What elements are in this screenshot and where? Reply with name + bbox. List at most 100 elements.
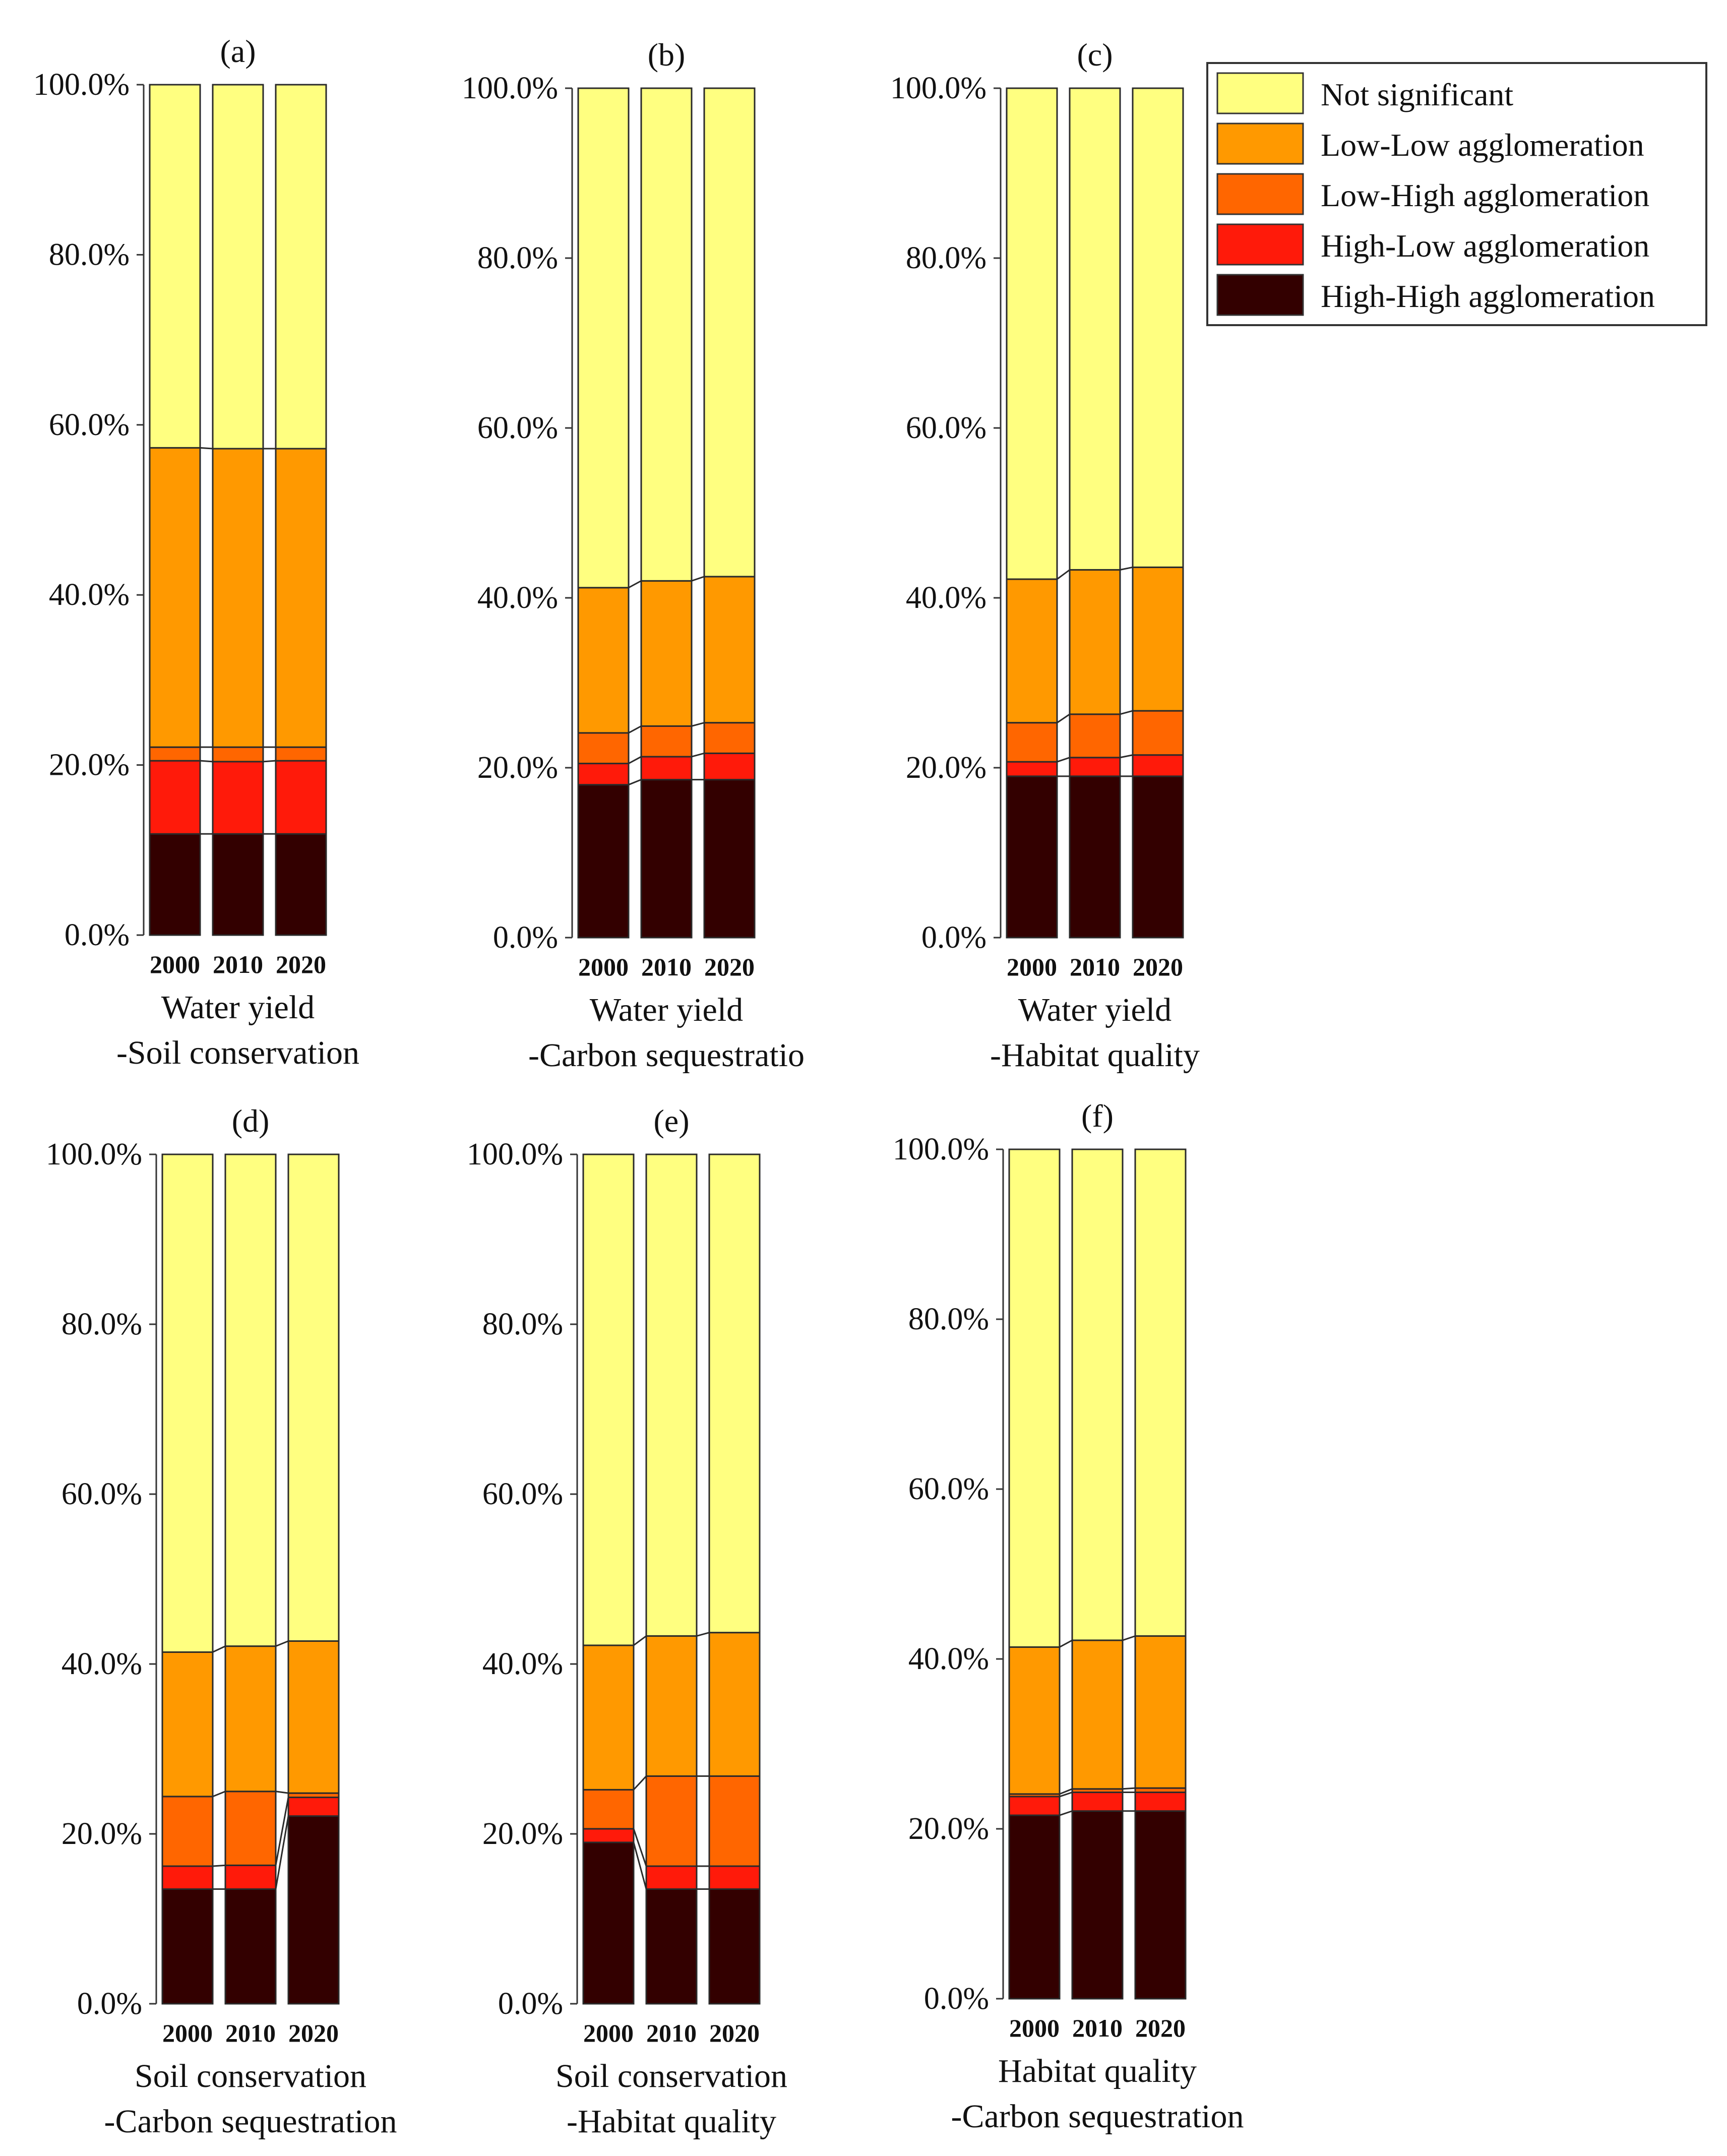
y-tick-label: 80.0% (477, 241, 558, 275)
stack-connector-line (1122, 1635, 1136, 1641)
bar-segment-low-high-agglomeration-2010 (1069, 713, 1121, 759)
y-tick-label: 60.0% (482, 1477, 563, 1511)
x-tick-label-2020: 2020 (288, 2019, 339, 2047)
bar-segment-low-low-agglomeration-2010 (645, 1635, 698, 1777)
stack-connector-line (691, 752, 705, 758)
bar-segment-not-significant-2010 (1071, 1148, 1124, 1641)
legend-swatch-high-low (1216, 223, 1304, 266)
stack-connector-line (1120, 710, 1133, 715)
bar-segment-high-high-agglomeration-2010 (645, 1888, 698, 2005)
stack-connector-line (1057, 569, 1070, 580)
x-tick-label-2020: 2020 (1135, 2014, 1186, 2042)
panel-e: (e) 0.0% 20.0% 40.0% 60.0% 80.0% 100.0% 2000 201… (467, 1103, 787, 2140)
bar-segment-high-high-agglomeration-2020 (1134, 1810, 1187, 2000)
bar-segment-high-high-agglomeration-2010 (1069, 775, 1121, 939)
stack-connector-line (633, 1828, 647, 1867)
bar-segment-high-high-agglomeration-2000 (149, 833, 201, 936)
stack-connector-line (628, 756, 642, 764)
bar-segment-not-significant-2000 (1006, 87, 1058, 580)
bar-segment-high-high-agglomeration-2020 (708, 1888, 761, 2005)
stack-connector-line (1122, 1787, 1136, 1790)
bar-segment-high-high-agglomeration-2000 (1006, 775, 1058, 939)
x-tick-label-2000: 2000 (162, 2019, 213, 2047)
bar-segment-not-significant-2010 (640, 87, 693, 582)
x-tick-label-2020: 2020 (704, 953, 755, 981)
bar-segment-not-significant-2020 (703, 87, 756, 578)
panel-c: (c) 0.0% 20.0% 40.0% 60.0% 80.0% 100.0% 2000 201… (890, 37, 1200, 1074)
panel-caption-line-1: Soil conservation (556, 2058, 787, 2095)
bar-segment-low-low-agglomeration-2000 (161, 1651, 214, 1798)
x-tick-label-2010: 2010 (641, 953, 692, 981)
bar-segment-low-low-agglomeration-2010 (1071, 1639, 1124, 1790)
y-tick-label: 100.0% (890, 71, 986, 105)
x-tick-label-2020: 2020 (1133, 953, 1183, 981)
stack-connector-line (691, 576, 705, 582)
legend-swatch-high-high (1216, 274, 1304, 316)
bar-segment-high-low-agglomeration-2020 (708, 1865, 761, 1890)
y-tick-label: 100.0% (33, 68, 130, 102)
bar-segment-not-significant-2000 (149, 84, 201, 449)
y-tick-label: 60.0% (477, 411, 558, 445)
bar-segment-high-low-agglomeration-2020 (275, 760, 327, 835)
bar-segment-high-low-agglomeration-2020 (703, 752, 756, 781)
stack-connector-line (1120, 754, 1133, 759)
stack-connector-line (633, 1635, 647, 1646)
stack-connector-line (200, 447, 213, 450)
x-tick-label-2020: 2020 (276, 950, 326, 978)
y-tick-label: 40.0% (61, 1647, 142, 1681)
y-tick-label: 20.0% (49, 748, 130, 782)
bar-segment-low-low-agglomeration-2010 (212, 448, 264, 748)
stack-connector-line (691, 722, 705, 727)
bar-segment-low-high-agglomeration-2010 (224, 1791, 277, 1866)
x-tick-label-2010: 2010 (1072, 2014, 1123, 2042)
bar-segment-low-low-agglomeration-2020 (1132, 566, 1184, 712)
bar-segment-low-low-agglomeration-2000 (1008, 1646, 1061, 1795)
stack-connector-line (200, 760, 213, 763)
stack-connector-line (275, 1816, 289, 1889)
panel-f: (f) 0.0% 20.0% 40.0% 60.0% 80.0% 100.0% 2000 201… (893, 1098, 1244, 2135)
y-tick-label: 0.0% (921, 920, 986, 955)
stack-connector-line (633, 1842, 647, 1889)
panel-label: (b) (648, 37, 686, 73)
y-tick-label: 0.0% (498, 1987, 563, 2021)
bar-segment-high-high-agglomeration-2010 (640, 779, 693, 939)
bar-segment-low-low-agglomeration-2020 (703, 576, 756, 724)
bar-segment-low-high-agglomeration-2020 (275, 746, 327, 762)
panel-caption-line-2: -Carbon sequestration (951, 2098, 1244, 2135)
bar-segment-not-significant-2000 (1008, 1148, 1061, 1648)
panel-d: (d) 0.0% 20.0% 40.0% 60.0% 80.0% 100.0% 2000 201… (46, 1103, 397, 2140)
bar-segment-high-low-agglomeration-2000 (582, 1828, 635, 1843)
panel-caption-line-1: Soil conservation (135, 2058, 366, 2095)
y-tick-label: 100.0% (46, 1137, 142, 1172)
stack-connector-line (696, 1632, 710, 1637)
bar-segment-not-significant-2010 (224, 1153, 277, 1647)
stack-connector-line (628, 725, 642, 734)
bar-segment-not-significant-2010 (1069, 87, 1121, 571)
bar-segment-high-high-agglomeration-2020 (703, 779, 756, 939)
stack-connector-line (1059, 1639, 1073, 1648)
bar-segment-high-low-agglomeration-2020 (1134, 1792, 1187, 1812)
bar-segment-low-high-agglomeration-2010 (212, 746, 264, 763)
bar-segment-high-low-agglomeration-2010 (1069, 757, 1121, 777)
bar-segment-high-low-agglomeration-2020 (1132, 754, 1184, 777)
bar-segment-high-high-agglomeration-2000 (577, 784, 630, 939)
bar-segment-low-low-agglomeration-2010 (224, 1645, 277, 1793)
bar-segment-not-significant-2020 (275, 84, 327, 450)
bar-segment-high-low-agglomeration-2010 (1071, 1792, 1124, 1812)
bar-segment-high-high-agglomeration-2000 (1008, 1814, 1061, 2000)
bar-segment-not-significant-2000 (577, 87, 630, 589)
panel-caption-line-1: Water yield (590, 992, 743, 1028)
bar-segment-low-high-agglomeration-2010 (645, 1775, 698, 1867)
bar-segment-high-low-agglomeration-2000 (1006, 761, 1058, 777)
bar-segment-low-low-agglomeration-2020 (275, 448, 327, 748)
bar-segment-high-high-agglomeration-2020 (287, 1815, 340, 2005)
bar-segment-high-high-agglomeration-2020 (1132, 775, 1184, 939)
legend-swatch-not-significant (1216, 72, 1304, 114)
bar-segment-high-high-agglomeration-2000 (582, 1841, 635, 2005)
y-tick-label: 40.0% (477, 581, 558, 615)
y-tick-label: 60.0% (906, 411, 986, 445)
x-tick-label-2000: 2000 (1007, 953, 1057, 981)
stack-connector-line (275, 1791, 289, 1794)
bar-segment-low-low-agglomeration-2000 (149, 447, 201, 748)
